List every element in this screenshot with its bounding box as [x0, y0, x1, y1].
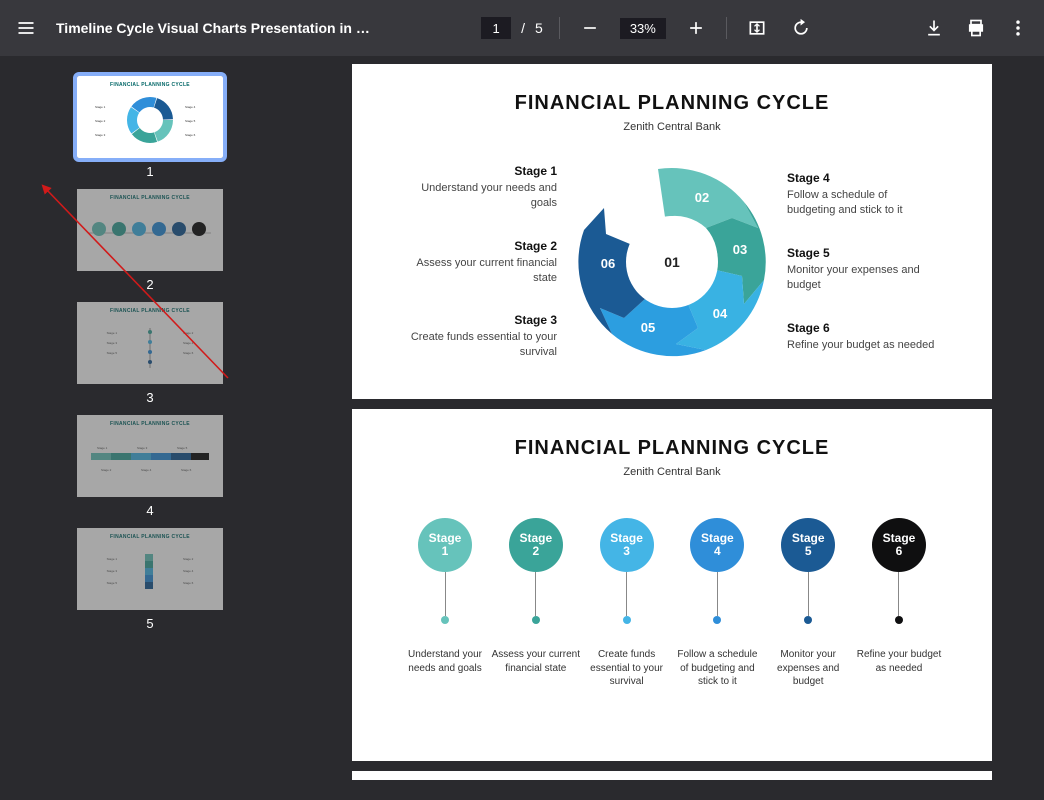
donut-cycle-chart: 01 02 03 04 05 06	[567, 157, 777, 367]
svg-text:Stage 3: Stage 3	[95, 133, 106, 137]
svg-text:Stage 2: Stage 2	[95, 119, 106, 123]
zoom-level[interactable]: 33%	[620, 18, 666, 39]
thumb-label: 5	[146, 616, 153, 631]
stage-circle-3: Stage3	[600, 518, 654, 572]
thumb-label: 2	[146, 277, 153, 292]
menu-icon[interactable]	[12, 14, 40, 42]
thumb-label: 3	[146, 390, 153, 405]
svg-text:Stage 5: Stage 5	[107, 351, 118, 355]
svg-text:Stage 4: Stage 4	[141, 468, 152, 472]
thumbnail-1[interactable]: FINANCIAL PLANNING CYCLE Stage 1Stage 2S…	[77, 76, 223, 158]
divider	[726, 17, 727, 39]
svg-text:06: 06	[601, 256, 615, 271]
divider	[559, 17, 560, 39]
svg-text:Stage 3: Stage 3	[137, 446, 148, 450]
page-number-input[interactable]	[481, 17, 511, 39]
stage-circle-5: Stage5	[781, 518, 835, 572]
slide-title: FINANCIAL PLANNING CYCLE	[396, 437, 948, 460]
slide-subtitle: Zenith Central Bank	[396, 466, 948, 478]
svg-text:Stage 5: Stage 5	[177, 446, 188, 450]
stage-circle-6: Stage6	[872, 518, 926, 572]
slide-title: FINANCIAL PLANNING CYCLE	[396, 92, 948, 115]
svg-text:Stage 4: Stage 4	[183, 569, 194, 573]
thumbnail-4[interactable]: FINANCIAL PLANNING CYCLE Stage 1Stage 3S…	[77, 415, 223, 497]
svg-text:Stage 1: Stage 1	[95, 105, 106, 109]
thumb-label: 1	[146, 164, 153, 179]
zoom-in-button[interactable]	[682, 14, 710, 42]
stage-circle-2: Stage2	[509, 518, 563, 572]
print-icon[interactable]	[962, 14, 990, 42]
stage-circle-1: Stage1	[418, 518, 472, 572]
svg-text:03: 03	[733, 242, 747, 257]
rotate-icon[interactable]	[787, 14, 815, 42]
svg-text:Stage 6: Stage 6	[181, 468, 192, 472]
svg-text:Stage 5: Stage 5	[107, 581, 118, 585]
stage-circle-4: Stage4	[690, 518, 744, 572]
page-controls: / 5	[481, 17, 543, 39]
fit-page-icon[interactable]	[743, 14, 771, 42]
svg-text:Stage 1: Stage 1	[107, 331, 118, 335]
svg-text:Stage 6: Stage 6	[183, 581, 194, 585]
thumbnail-3[interactable]: FINANCIAL PLANNING CYCLE Stage 1Stage 2 …	[77, 302, 223, 384]
zoom-out-button[interactable]	[576, 14, 604, 42]
svg-text:Stage 1: Stage 1	[107, 557, 118, 561]
svg-text:Stage 2: Stage 2	[183, 331, 194, 335]
svg-text:05: 05	[641, 320, 655, 335]
slide-1: FINANCIAL PLANNING CYCLE Zenith Central …	[352, 64, 992, 399]
page-sep: /	[521, 20, 525, 36]
slide-subtitle: Zenith Central Bank	[396, 121, 948, 133]
donut-center-label: 01	[664, 254, 680, 270]
thumb-label: 4	[146, 503, 153, 518]
pdf-toolbar: Timeline Cycle Visual Charts Presentatio…	[0, 0, 1044, 56]
thumbnail-sidebar[interactable]: FINANCIAL PLANNING CYCLE Stage 1 Stage 2 S…	[0, 56, 300, 800]
svg-text:04: 04	[713, 306, 728, 321]
svg-text:Stage 4: Stage 4	[183, 341, 194, 345]
more-icon[interactable]	[1004, 14, 1032, 42]
svg-text:Stage 6: Stage 6	[185, 133, 196, 137]
left-stage-list: Stage 1Understand your needs and goals S…	[407, 164, 557, 360]
svg-text:Stage 3: Stage 3	[107, 341, 118, 345]
thumbnail-5[interactable]: FINANCIAL PLANNING CYCLE Stage 1Stage 2 …	[77, 528, 223, 610]
timeline-row: Stage1 Understand your needs and goals S…	[396, 518, 948, 689]
svg-text:02: 02	[695, 190, 709, 205]
svg-text:Stage 2: Stage 2	[101, 468, 112, 472]
svg-text:Stage 5: Stage 5	[185, 119, 196, 123]
right-stage-list: Stage 4Follow a schedule of budgeting an…	[787, 171, 937, 352]
svg-text:Stage 1: Stage 1	[97, 446, 108, 450]
svg-text:Stage 6: Stage 6	[183, 351, 194, 355]
slide-3-peek	[352, 771, 992, 780]
page-view[interactable]: FINANCIAL PLANNING CYCLE Zenith Central …	[300, 56, 1044, 800]
svg-text:Stage 4: Stage 4	[185, 105, 196, 109]
svg-text:Stage 3: Stage 3	[107, 569, 118, 573]
download-icon[interactable]	[920, 14, 948, 42]
page-total: 5	[535, 20, 543, 36]
slide-2: FINANCIAL PLANNING CYCLE Zenith Central …	[352, 409, 992, 761]
svg-text:Stage 2: Stage 2	[183, 557, 194, 561]
document-title: Timeline Cycle Visual Charts Presentatio…	[56, 20, 376, 36]
thumbnail-2[interactable]: FINANCIAL PLANNING CYCLE	[77, 189, 223, 271]
